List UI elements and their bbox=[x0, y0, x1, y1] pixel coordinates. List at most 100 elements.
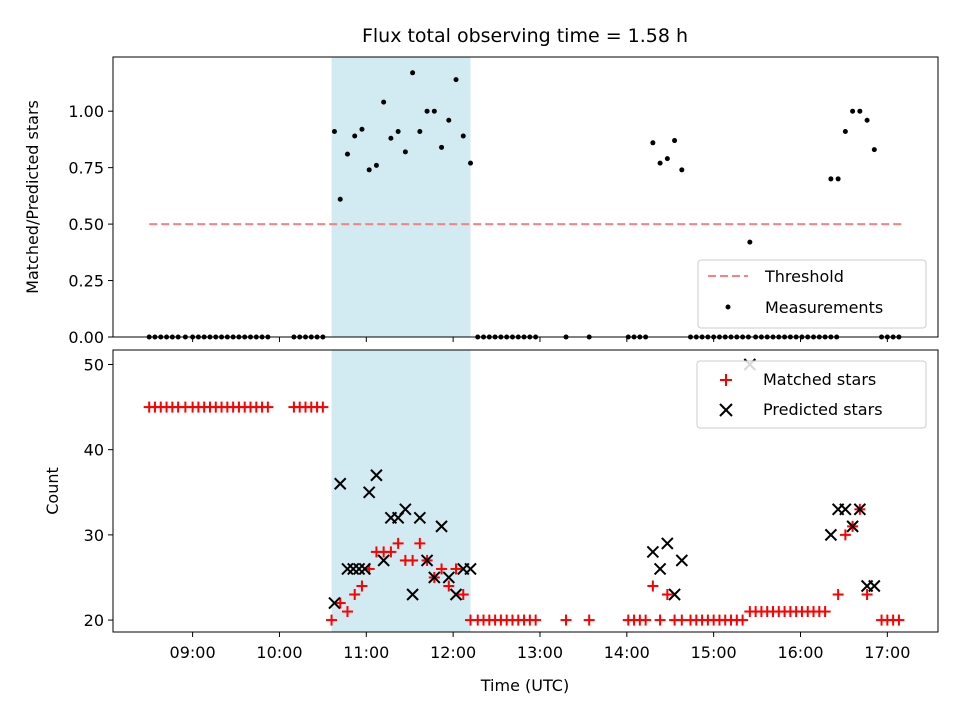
measurement-point bbox=[828, 176, 834, 182]
matched-star-marker bbox=[349, 589, 361, 601]
measurement-point bbox=[672, 138, 678, 144]
x-tick-label: 11:00 bbox=[343, 643, 389, 662]
predicted-star-marker bbox=[328, 596, 341, 610]
predicted-star-marker bbox=[377, 554, 390, 567]
matched-star-marker bbox=[640, 614, 652, 626]
predicted-star-marker bbox=[853, 503, 867, 516]
predicted-star-marker bbox=[347, 562, 360, 576]
measurement-point bbox=[747, 239, 753, 245]
top-title: Flux total observing time = 1.58 h bbox=[362, 25, 688, 47]
measurement-point bbox=[359, 126, 365, 132]
predicted-star-marker bbox=[370, 469, 383, 482]
predicted-star-marker bbox=[420, 554, 434, 567]
matched-star-marker bbox=[819, 606, 831, 618]
measurement-point bbox=[657, 160, 663, 166]
y-tick-label: 0.00 bbox=[68, 328, 104, 347]
x-tick-label: 12:00 bbox=[430, 643, 476, 662]
y-tick-label: 20 bbox=[84, 611, 104, 630]
predicted-star-marker bbox=[846, 520, 859, 533]
legend-measurements-swatch bbox=[725, 304, 731, 310]
y-tick-label: 30 bbox=[84, 526, 104, 545]
measurement-point bbox=[850, 108, 856, 114]
predicted-star-marker bbox=[435, 520, 448, 533]
y-tick-label: 1.00 bbox=[68, 102, 104, 121]
matched-star-marker bbox=[443, 580, 455, 592]
measurement-point bbox=[842, 129, 848, 135]
x-tick-label: 17:00 bbox=[864, 643, 910, 662]
predicted-star-marker bbox=[839, 503, 852, 516]
legend-predicted-label: Predicted stars bbox=[763, 400, 883, 419]
matched-star-marker bbox=[583, 614, 595, 626]
predicted-star-marker bbox=[406, 588, 419, 601]
predicted-star-marker bbox=[442, 571, 455, 584]
x-tick-label: 09:00 bbox=[170, 643, 216, 662]
top-legend: Threshold Measurements bbox=[697, 259, 927, 329]
matched-star-marker bbox=[661, 589, 673, 601]
top-plot-frame bbox=[112, 56, 939, 338]
measurement-point bbox=[468, 160, 473, 166]
matched-star-marker bbox=[450, 563, 462, 575]
matched-star-marker bbox=[457, 589, 469, 601]
measurement-point bbox=[352, 133, 358, 139]
x-tick-label: 10:00 bbox=[256, 643, 302, 662]
x-tick-label: 13:00 bbox=[517, 643, 563, 662]
matched-star-marker bbox=[647, 580, 659, 592]
matched-star-marker bbox=[407, 554, 419, 566]
bottom-ticks: 20 30 40 50 09:00 10:00 11:00 12:00 13:00 14:00 15… bbox=[84, 355, 911, 662]
measurement-point bbox=[857, 108, 863, 114]
y-tick-label: 40 bbox=[84, 441, 104, 460]
predicted-star-marker bbox=[334, 477, 347, 490]
top-y-axis-label: Matched/Predicted stars bbox=[23, 100, 42, 294]
measurement-point bbox=[395, 129, 401, 135]
bottom-series bbox=[143, 358, 905, 626]
matched-star-marker bbox=[737, 614, 749, 626]
predicted-star-marker bbox=[661, 537, 674, 550]
legend-threshold-label: Threshold bbox=[764, 267, 844, 286]
top-panel: Flux total observing time = 1.58 h 0.00 0… bbox=[23, 25, 939, 347]
bottom-panel: 20 30 40 50 09:00 10:00 11:00 12:00 13:00 14:00 15… bbox=[43, 349, 939, 695]
matched-star-marker bbox=[414, 537, 426, 549]
x-tick-label: 14:00 bbox=[604, 643, 650, 662]
measurement-point bbox=[871, 147, 877, 153]
matched-star-marker bbox=[560, 614, 572, 626]
legend-matched-swatch bbox=[720, 374, 732, 386]
top-shaded-region bbox=[331, 57, 471, 337]
top-legend-box bbox=[697, 259, 927, 329]
matched-star-marker bbox=[356, 580, 368, 592]
measurement-point bbox=[388, 135, 394, 141]
y-tick-label: 0.25 bbox=[68, 272, 104, 291]
top-ticks: 0.00 0.25 0.50 0.75 1.00 bbox=[68, 102, 888, 347]
predicted-star-marker bbox=[399, 503, 412, 516]
predicted-star-marker bbox=[464, 562, 477, 576]
predicted-star-marker bbox=[824, 528, 838, 542]
matched-star-marker bbox=[839, 529, 851, 541]
measurement-point bbox=[431, 108, 437, 114]
matched-star-marker bbox=[893, 614, 905, 626]
predicted-star-marker bbox=[653, 562, 667, 576]
matched-star-marker bbox=[385, 546, 397, 558]
measurement-point bbox=[664, 156, 670, 162]
bottom-x-axis-label: Time (UTC) bbox=[480, 676, 569, 695]
measurement-point bbox=[344, 151, 350, 157]
measurement-point bbox=[864, 117, 870, 123]
measurement-point bbox=[679, 167, 685, 173]
predicted-star-marker bbox=[352, 562, 366, 576]
matched-star-marker bbox=[334, 597, 346, 609]
predicted-star-marker bbox=[675, 554, 689, 567]
measurement-point bbox=[381, 99, 387, 105]
matched-star-marker bbox=[832, 589, 844, 601]
predicted-star-marker bbox=[362, 486, 376, 499]
predicted-star-marker bbox=[428, 571, 441, 584]
y-tick-label: 0.75 bbox=[68, 159, 104, 178]
predicted-star-marker bbox=[358, 562, 372, 576]
bottom-legend: Matched stars Predicted stars bbox=[696, 360, 927, 429]
matched-star-marker bbox=[262, 401, 274, 413]
matched-star-marker bbox=[317, 401, 329, 413]
legend-matched-label: Matched stars bbox=[763, 370, 876, 389]
measurement-point bbox=[453, 77, 459, 83]
matched-star-marker bbox=[326, 614, 338, 626]
matched-star-marker bbox=[436, 563, 448, 575]
measurement-point bbox=[331, 129, 337, 135]
